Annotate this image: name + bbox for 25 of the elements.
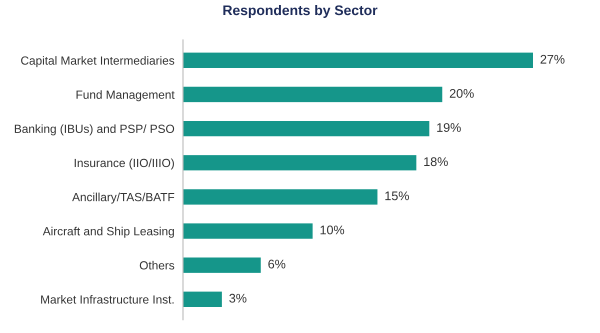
chart-title: Respondents by Sector xyxy=(223,4,378,18)
y-tick-label: Fund Management xyxy=(76,90,175,102)
bar xyxy=(183,52,533,68)
data-label: 19% xyxy=(437,123,461,132)
y-tick-label: Others xyxy=(140,260,174,270)
y-tick-label: Insurance (IIO/IIIO) xyxy=(74,158,174,170)
bar xyxy=(183,120,430,136)
y-tick-label: Market Infrastructure Inst. xyxy=(41,295,174,304)
bar xyxy=(183,189,378,205)
bar xyxy=(183,223,313,239)
data-label: 6% xyxy=(268,260,286,269)
y-tick-label: Capital Market Intermediaries xyxy=(21,56,174,68)
bar xyxy=(183,292,222,307)
data-label: 27% xyxy=(540,54,565,64)
data-label: 15% xyxy=(385,191,409,200)
bar xyxy=(183,257,261,273)
bar xyxy=(183,155,416,170)
bar xyxy=(183,86,442,102)
data-label: 10% xyxy=(320,226,344,234)
data-label: 3% xyxy=(229,294,246,303)
y-tick-label: Banking (IBUs) and PSP/ PSO xyxy=(14,124,174,136)
data-label: 20% xyxy=(450,88,474,98)
data-label: 18% xyxy=(424,157,448,166)
y-tick-label: Ancillary/TAS/BATF xyxy=(72,192,174,204)
y-tick-label: Aircraft and Ship Leasing xyxy=(42,226,174,238)
